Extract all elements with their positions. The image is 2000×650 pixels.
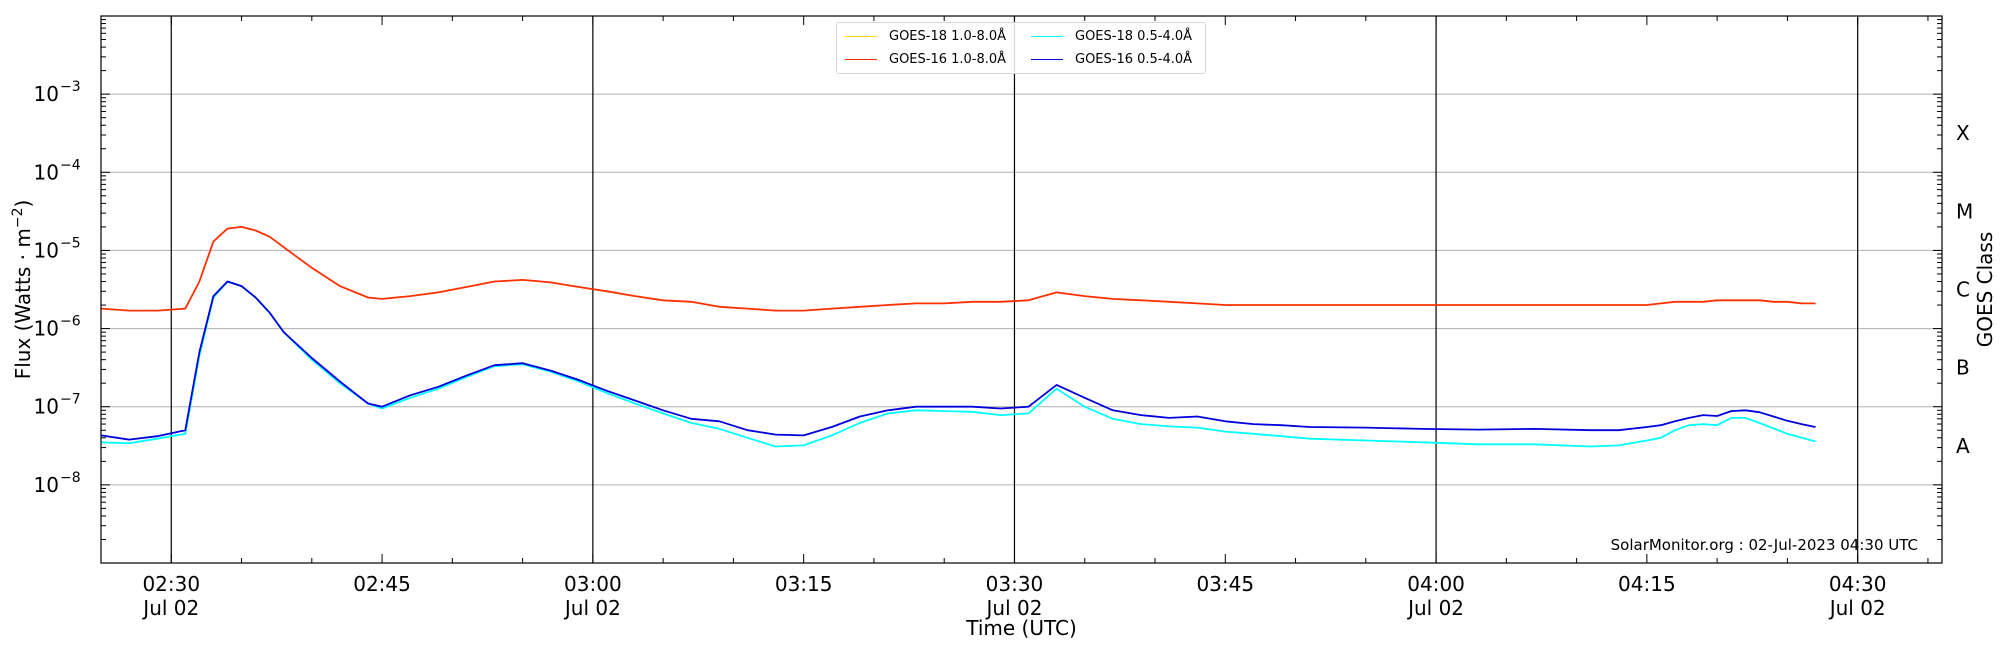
legend-swatch-goes16-long bbox=[845, 58, 877, 60]
y-axis-label: Flux (Watts · m−2) bbox=[10, 200, 35, 380]
x-tick-label: 04:15 bbox=[1618, 572, 1676, 596]
y-tick-label-exp: −4 bbox=[60, 157, 81, 173]
x-tick-sublabel: Jul 02 bbox=[563, 596, 621, 620]
goes-class-label: X bbox=[1956, 121, 1970, 145]
y-tick-label-exp: −7 bbox=[60, 392, 81, 408]
legend-label-goes18-long: GOES-18 1.0-8.0Å bbox=[889, 28, 1007, 44]
series-line-3 bbox=[100, 280, 1816, 441]
x-tick-label: 04:30 bbox=[1829, 572, 1887, 596]
legend-swatch-goes18-long bbox=[845, 35, 877, 37]
axis-layer bbox=[100, 15, 1943, 564]
series-line-2 bbox=[100, 225, 1816, 312]
y-tick-label-exp: −5 bbox=[60, 235, 81, 251]
x-tick-sublabel: Jul 02 bbox=[985, 596, 1043, 620]
series-line-1 bbox=[100, 280, 1816, 448]
x-axis-label: Time (UTC) bbox=[965, 616, 1077, 640]
legend-label-goes16-short: GOES-16 0.5-4.0Å bbox=[1075, 51, 1193, 67]
legend: GOES-18 1.0-8.0Å GOES-16 1.0-8.0Å GOES-1… bbox=[836, 22, 1206, 74]
grid-layer bbox=[101, 16, 1942, 563]
x-tick-label: 03:00 bbox=[564, 572, 622, 596]
x-tick-label: 02:45 bbox=[353, 572, 411, 596]
credit-text: SolarMonitor.org : 02-Jul-2023 04:30 UTC bbox=[1610, 536, 1918, 554]
y-tick-label-exp: −3 bbox=[60, 79, 81, 95]
x-tick-label: 03:30 bbox=[986, 572, 1044, 596]
y-tick-label-base: 10 bbox=[34, 160, 59, 184]
y-tick-label-base: 10 bbox=[34, 473, 59, 497]
legend-item-goes18-long: GOES-18 1.0-8.0Å bbox=[845, 26, 1006, 46]
legend-item-goes16-long: GOES-16 1.0-8.0Å bbox=[845, 49, 1006, 69]
plot-frame bbox=[100, 15, 1943, 564]
x-tick-label: 03:15 bbox=[775, 572, 833, 596]
right-axis-label: GOES Class bbox=[1973, 232, 1997, 348]
goes-class-label: C bbox=[1956, 278, 1970, 302]
x-tick-sublabel: Jul 02 bbox=[1828, 596, 1886, 620]
legend-label-goes16-long: GOES-16 1.0-8.0Å bbox=[889, 51, 1007, 67]
goes-class-label: A bbox=[1956, 434, 1970, 458]
goes-class-label: M bbox=[1956, 199, 1973, 223]
x-tick-label: 04:00 bbox=[1407, 572, 1465, 596]
y-tick-label-exp: −8 bbox=[60, 470, 81, 486]
y-tick-label-base: 10 bbox=[34, 395, 59, 419]
x-tick-label: 03:45 bbox=[1196, 572, 1254, 596]
legend-swatch-goes16-short bbox=[1031, 58, 1063, 60]
legend-label-goes18-short: GOES-18 0.5-4.0Å bbox=[1075, 28, 1193, 44]
y-tick-label-base: 10 bbox=[34, 82, 59, 106]
x-tick-sublabel: Jul 02 bbox=[1406, 596, 1464, 620]
series-layer bbox=[100, 225, 1816, 448]
y-tick-label-base: 10 bbox=[34, 317, 59, 341]
x-tick-sublabel: Jul 02 bbox=[141, 596, 199, 620]
legend-swatch-goes18-short bbox=[1031, 35, 1063, 37]
legend-item-goes18-short: GOES-18 0.5-4.0Å bbox=[1031, 26, 1192, 46]
y-tick-label-exp: −6 bbox=[60, 314, 81, 330]
legend-item-goes16-short: GOES-16 0.5-4.0Å bbox=[1031, 49, 1192, 69]
y-tick-label-base: 10 bbox=[34, 238, 59, 262]
goes-class-label: B bbox=[1956, 356, 1970, 380]
x-tick-label: 02:30 bbox=[142, 572, 200, 596]
